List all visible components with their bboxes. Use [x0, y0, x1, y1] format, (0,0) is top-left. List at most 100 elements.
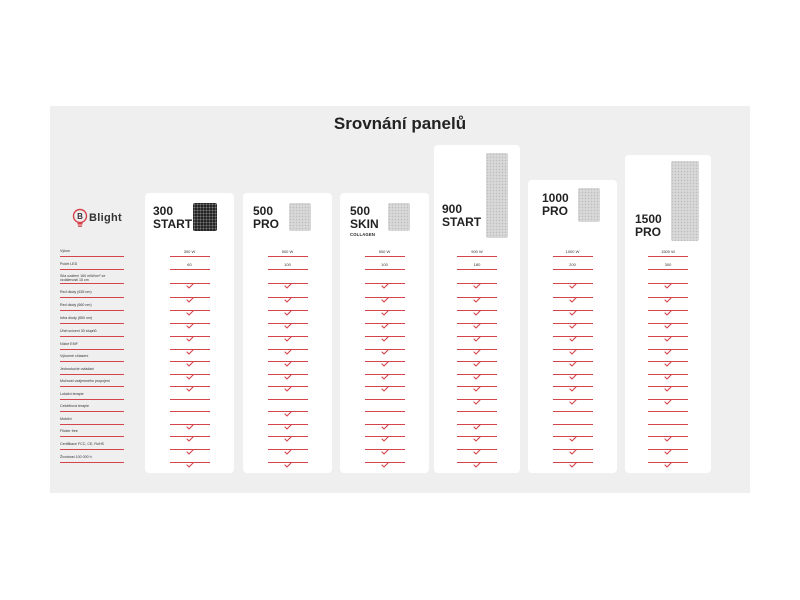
panel-value: 900 W	[471, 249, 483, 254]
check-icon	[380, 290, 389, 308]
bulb-logo-icon: B	[72, 208, 88, 227]
check-icon	[568, 442, 577, 460]
row-rule	[267, 361, 308, 362]
row-rule	[648, 310, 688, 311]
check-icon	[380, 276, 389, 294]
check-icon	[664, 429, 672, 447]
row-rule	[552, 411, 593, 412]
page-title: Srovnání panelů	[333, 114, 467, 133]
row-rule	[267, 449, 308, 450]
check-icon	[664, 329, 672, 347]
row-rule	[267, 256, 308, 257]
check-icon	[568, 276, 577, 294]
feature-label: Síla ozáření 160 mW/cm² ze vzdálenosti 1…	[60, 274, 106, 283]
check-icon	[283, 290, 292, 308]
panel-value: 300	[664, 262, 672, 267]
row-rule	[457, 256, 497, 257]
check-icon	[473, 392, 481, 410]
feature-label: Výkon	[60, 249, 70, 253]
panel-name-line: START	[153, 217, 193, 231]
dark-panel-icon	[193, 203, 217, 231]
row-rule	[552, 269, 593, 270]
row-rule	[364, 310, 405, 311]
panel-value: 1000 W	[565, 249, 580, 254]
row-rule	[267, 436, 308, 437]
check-icon	[283, 354, 292, 372]
check-icon	[664, 392, 672, 410]
check-icon	[473, 290, 481, 308]
row-rule	[552, 386, 593, 387]
feature-label: Možnost vzájemného propojení	[60, 379, 110, 383]
check-icon	[185, 290, 194, 308]
row-rule	[457, 323, 497, 324]
feature-label: Certifikace FCC, CE, RoHS	[60, 442, 104, 446]
check-icon	[473, 417, 481, 435]
check-icon	[283, 303, 292, 321]
check-icon	[473, 354, 481, 372]
check-icon	[664, 316, 672, 334]
check-icon	[664, 442, 672, 460]
check-icon	[185, 455, 194, 473]
row-rule	[364, 374, 405, 375]
check-icon	[380, 303, 389, 321]
feature-rule	[60, 462, 124, 463]
panel-name-line: START	[442, 215, 482, 229]
check-icon	[568, 354, 577, 372]
panel-name-line: 500	[350, 204, 371, 218]
check-icon	[283, 367, 292, 385]
row-rule	[648, 283, 688, 284]
feature-label: Jednoduché ovládání	[60, 367, 95, 371]
row-rule	[457, 310, 497, 311]
feature-rule	[60, 424, 124, 425]
panel-name-line: 1000	[542, 191, 569, 205]
row-rule	[267, 349, 308, 350]
check-icon	[283, 329, 292, 347]
panel-card: 500 PRO 500 W 100	[243, 193, 332, 473]
feature-rule	[60, 323, 124, 324]
feature-label: Počet LED	[60, 262, 78, 266]
row-rule	[364, 386, 405, 387]
check-icon	[283, 429, 292, 447]
feature-label: Nízké EMF	[60, 342, 78, 346]
tall-panel-icon	[486, 153, 508, 238]
row-rule	[648, 269, 688, 270]
check-icon	[283, 417, 292, 435]
feature-rule	[60, 297, 124, 298]
row-rule	[364, 424, 405, 425]
check-icon	[283, 404, 292, 422]
row-rule	[267, 399, 308, 400]
check-icon	[473, 276, 481, 294]
row-rule	[648, 256, 688, 257]
row-rule	[364, 399, 405, 400]
row-rule	[457, 283, 497, 284]
panel-value: 100	[381, 262, 388, 267]
feature-rule	[60, 449, 124, 450]
row-rule	[457, 399, 497, 400]
row-rule	[648, 411, 688, 412]
row-rule	[364, 269, 405, 270]
check-icon	[664, 455, 672, 473]
row-rule	[169, 256, 210, 257]
check-icon	[664, 290, 672, 308]
row-rule	[364, 462, 405, 463]
svg-text:B: B	[77, 212, 83, 221]
row-rule	[169, 436, 210, 437]
check-icon	[473, 379, 481, 397]
feature-rule	[60, 399, 124, 400]
panel-card: 500 SKIN COLLAGEN 500 W 100	[340, 193, 429, 473]
check-icon	[380, 329, 389, 347]
panel-card: 1000 PRO 1000 W 200	[528, 180, 617, 473]
row-rule	[364, 323, 405, 324]
row-rule	[364, 283, 405, 284]
check-icon	[568, 303, 577, 321]
panel-value: 300 W	[183, 249, 196, 254]
check-icon	[568, 379, 577, 397]
check-icon	[664, 303, 672, 321]
feature-rule	[60, 310, 124, 311]
row-rule	[169, 283, 210, 284]
row-rule	[169, 449, 210, 450]
row-rule	[169, 310, 210, 311]
panel-card: 900 START 900 W 180	[434, 145, 520, 473]
feature-label: Mobilní	[60, 417, 72, 421]
row-rule	[552, 256, 593, 257]
